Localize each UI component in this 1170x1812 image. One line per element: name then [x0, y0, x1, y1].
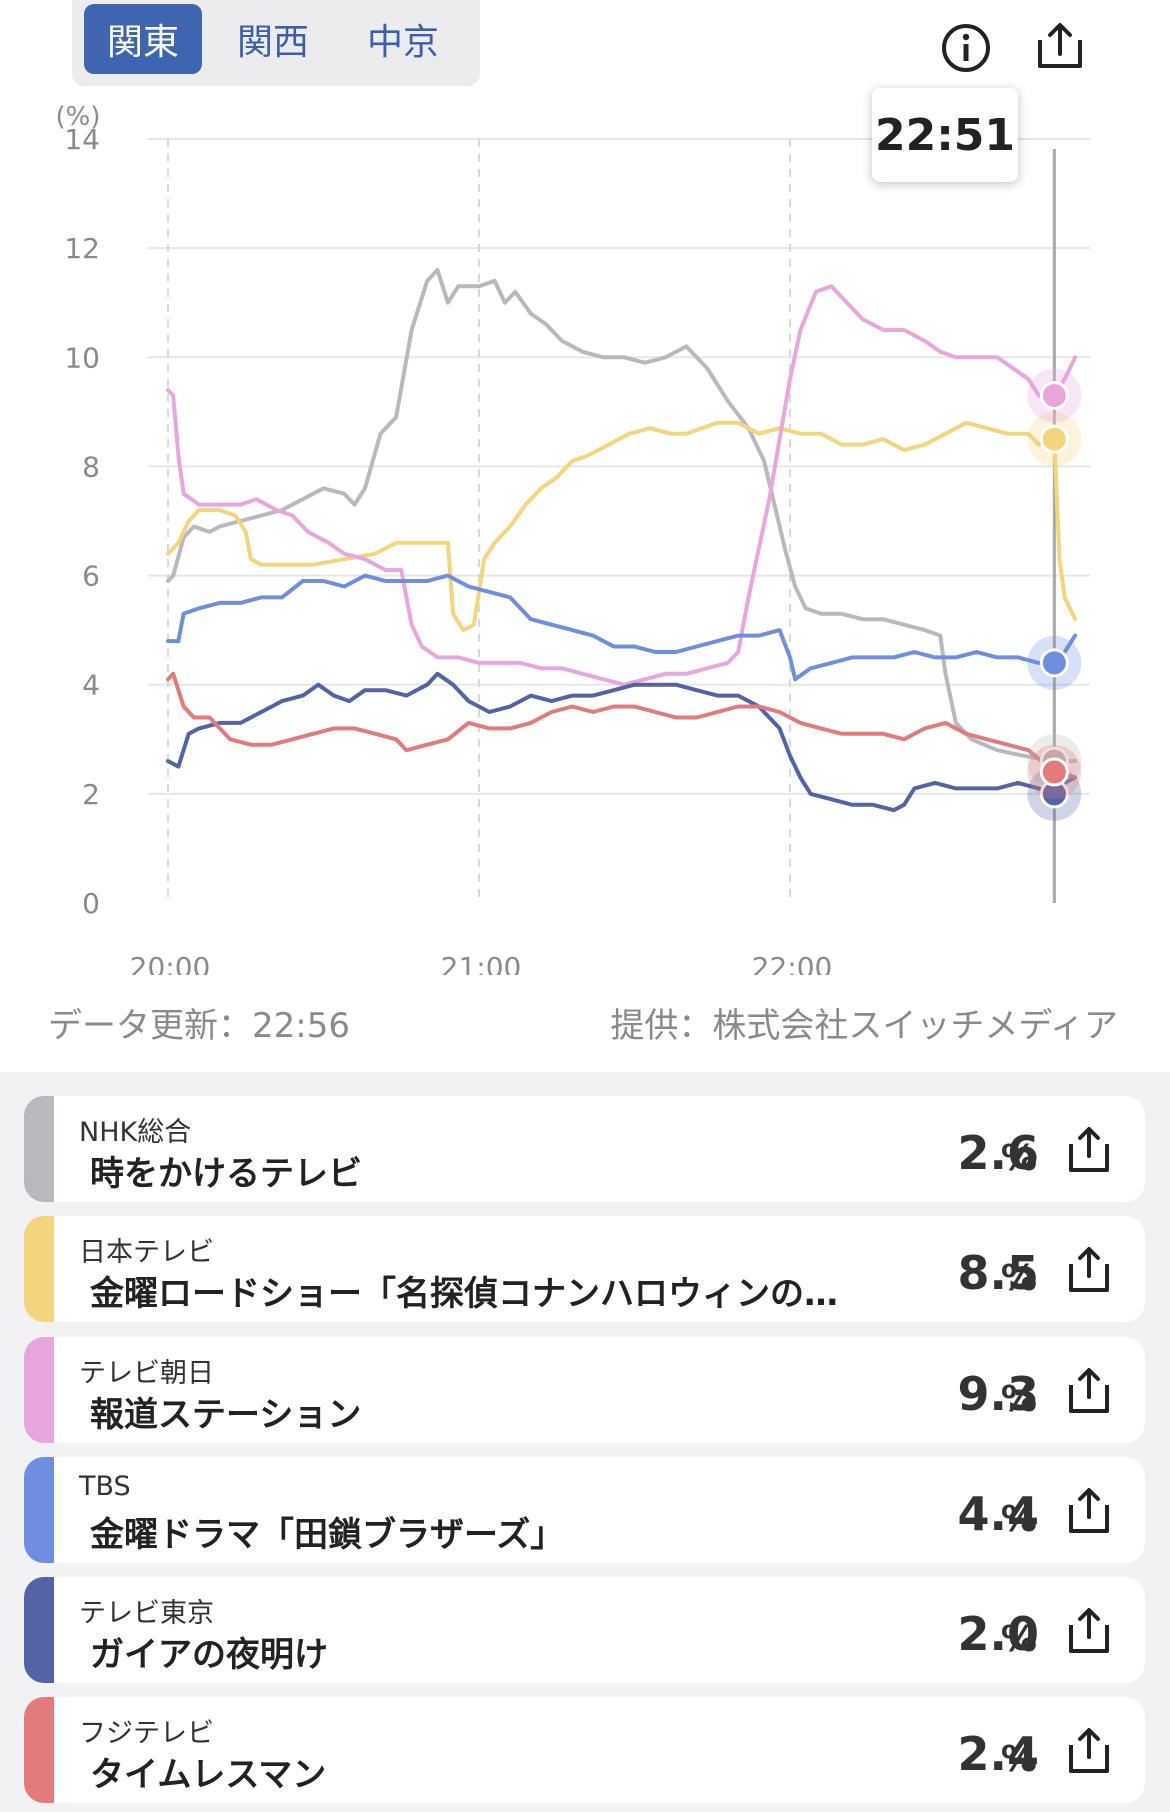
share-icon[interactable] [1065, 1485, 1113, 1537]
rating-value: 4.4 [957, 1487, 1040, 1541]
rating-card[interactable]: フジテレビ タイムレスマン 2.4 % [24, 1697, 1145, 1803]
rating-card[interactable]: テレビ朝日 報道ステーション 9.3 % [24, 1337, 1145, 1443]
y-tick-label: 14 [64, 123, 100, 156]
series-line [166, 671, 1078, 813]
cursor-time-tooltip: 22:51 [872, 88, 1018, 182]
y-tick-label: 6 [82, 560, 100, 593]
channel-color-bar [24, 1096, 54, 1202]
rating-unit: % [1000, 1138, 1037, 1179]
share-icon[interactable] [1065, 1605, 1113, 1657]
rating-card[interactable]: NHK総合 時をかけるテレビ 2.6 % [24, 1096, 1145, 1202]
rating-card[interactable]: TBS 金曜ドラマ「田鎖ブラザーズ」 4.4 % [24, 1457, 1145, 1563]
channel-color-bar [24, 1697, 54, 1803]
program-title: 金曜ロードショー「名探偵コナンハロウィンの… [90, 1274, 838, 1314]
rating-unit: % [1000, 1258, 1037, 1299]
chart-panel: 関東 関西 中京 0 2 4 6 8 10 12 14 (%) 20:00 21:00 22:00 2… [0, 0, 1170, 1072]
tab-kanto[interactable]: 関東 [84, 4, 202, 74]
channel-name: NHK総合 [79, 1117, 192, 1148]
channel-name: フジテレビ [79, 1718, 214, 1749]
ratings-line-chart: 0 2 4 6 8 10 12 14(%) 20:00 21:00 22:00 [56, 102, 1090, 975]
rating-value: 8.5 [957, 1246, 1040, 1300]
y-tick-label: 2 [82, 778, 100, 811]
region-tabs: 関東 関西 中京 [72, 0, 480, 86]
rating-card[interactable]: 日本テレビ 金曜ロードショー「名探偵コナンハロウィンの… 8.5 % [24, 1216, 1145, 1322]
tab-kansai[interactable]: 関西 [236, 22, 309, 63]
channel-color-bar [24, 1457, 54, 1563]
update-time: データ更新：22:56 [48, 1006, 350, 1046]
channel-color-bar [24, 1337, 54, 1443]
y-tick-label: 0 [82, 887, 100, 920]
series-line [166, 671, 1078, 780]
share-icon[interactable] [1065, 1365, 1113, 1417]
channel-name: テレビ東京 [79, 1598, 214, 1629]
rating-value: 2.6 [957, 1126, 1040, 1180]
data-provider: 提供：株式会社スイッチメディア [610, 1006, 1118, 1046]
channel-color-bar [24, 1216, 54, 1322]
y-tick-label: 10 [64, 341, 100, 374]
program-title: 報道ステーション [90, 1395, 362, 1435]
cursor-marker [1039, 757, 1069, 787]
y-axis-label: (%) [56, 102, 101, 132]
rating-value: 9.3 [957, 1367, 1040, 1421]
series-line [166, 573, 1078, 682]
series-line [166, 268, 1078, 764]
y-tick-label: 4 [82, 669, 100, 702]
program-title: ガイアの夜明け [90, 1635, 328, 1675]
share-icon[interactable] [1065, 1725, 1113, 1777]
channel-name: 日本テレビ [79, 1237, 214, 1268]
y-tick-label: 8 [82, 450, 100, 483]
share-icon[interactable] [1065, 1124, 1113, 1176]
tab-chukyo[interactable]: 中京 [366, 22, 439, 63]
share-icon[interactable] [1065, 1244, 1113, 1296]
program-title: 金曜ドラマ「田鎖ブラザーズ」 [90, 1515, 565, 1555]
channel-name: TBS [79, 1471, 131, 1502]
x-tick-label: 22:00 [752, 951, 833, 975]
rating-unit: % [1000, 1499, 1037, 1540]
channel-name: テレビ朝日 [79, 1358, 214, 1389]
program-title: 時をかけるテレビ [90, 1154, 362, 1194]
rating-unit: % [1000, 1619, 1037, 1660]
program-title: タイムレスマン [90, 1755, 327, 1795]
rating-card[interactable]: テレビ東京 ガイアの夜明け 2.0 % [24, 1577, 1145, 1683]
x-tick-label: 20:00 [130, 951, 211, 975]
y-tick-label: 12 [64, 232, 100, 265]
rating-value: 2.4 [957, 1727, 1040, 1781]
rating-unit: % [1000, 1739, 1037, 1780]
series-line [166, 420, 1078, 633]
channel-color-bar [24, 1577, 54, 1683]
x-tick-label: 21:00 [441, 951, 522, 975]
cursor-marker [1039, 424, 1069, 454]
rating-value: 2.0 [957, 1607, 1040, 1661]
cursor-marker [1039, 648, 1069, 678]
info-icon[interactable] [938, 20, 994, 76]
rating-unit: % [1000, 1379, 1037, 1420]
series-line [166, 284, 1078, 687]
share-icon[interactable] [1032, 18, 1088, 74]
cursor-marker [1039, 380, 1069, 410]
